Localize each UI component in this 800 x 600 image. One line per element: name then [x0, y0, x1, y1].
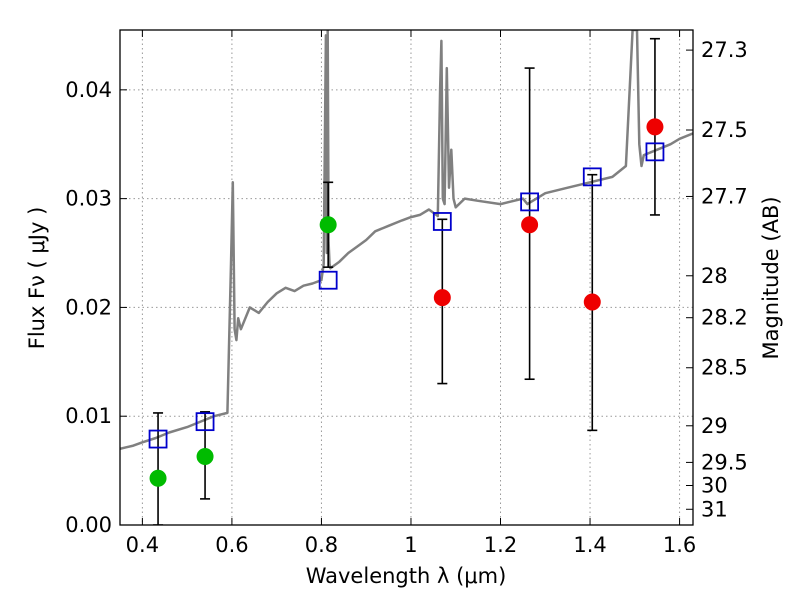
y-tick-label: 0.02 [65, 295, 112, 319]
y2-tick-label: 28 [701, 264, 728, 288]
y-tick-label: 0.04 [65, 78, 112, 102]
model-square-point [645, 142, 665, 162]
model-square-point [318, 270, 338, 290]
y2-tick-label: 27.5 [701, 118, 748, 142]
detection-point [196, 447, 214, 465]
axes: 0.4 0.6 0.8 1 1.2 1.4 1.6 0.00 0.01 0.02 0.03 0.04 2… [65, 30, 748, 557]
x-tick-label: 0.6 [215, 533, 248, 557]
non-detection-point [521, 216, 539, 234]
x-axis-label: Wavelength λ (μm) [306, 564, 507, 588]
y2-tick-label: 28.2 [701, 306, 748, 330]
plot-frame [119, 29, 694, 526]
x-tick-label: 1.2 [484, 533, 517, 557]
y-tick-label: 0.01 [65, 404, 112, 428]
model-square-point [148, 429, 168, 449]
model-square-point [582, 167, 602, 187]
y-axis-label: Flux Fν ( μJy ) [25, 207, 49, 350]
y-tick-label: 0.03 [65, 187, 112, 211]
y-tick-label: 0.00 [65, 513, 112, 537]
y2-tick-label: 29.5 [701, 450, 748, 474]
detection-point [149, 469, 167, 487]
y2-tick-label: 27.7 [701, 184, 748, 208]
y2-tick-label: 31 [701, 497, 728, 521]
spectrum-line [120, 30, 693, 451]
model-square-point [432, 212, 452, 231]
y2-axis-label: Magnitude (AB) [759, 196, 783, 359]
non-detection-point [646, 118, 664, 136]
y2-tick-label: 28.5 [701, 356, 748, 380]
y2-tick-label: 30 [701, 474, 728, 498]
detection-point [319, 216, 337, 234]
x-tick-label: 1.6 [663, 533, 696, 557]
x-tick-label: 1.4 [573, 533, 606, 557]
y2-tick-label: 27.3 [701, 38, 748, 62]
x-tick-label: 1 [404, 533, 417, 557]
model-square-point [195, 412, 215, 432]
plot-area [120, 30, 693, 525]
non-detection-point [583, 293, 601, 311]
non-detection-point [433, 289, 451, 307]
model-square-point [520, 192, 540, 212]
x-tick-label: 0.4 [126, 533, 159, 557]
x-tick-label: 0.8 [305, 533, 338, 557]
y2-tick-label: 29 [701, 414, 728, 438]
